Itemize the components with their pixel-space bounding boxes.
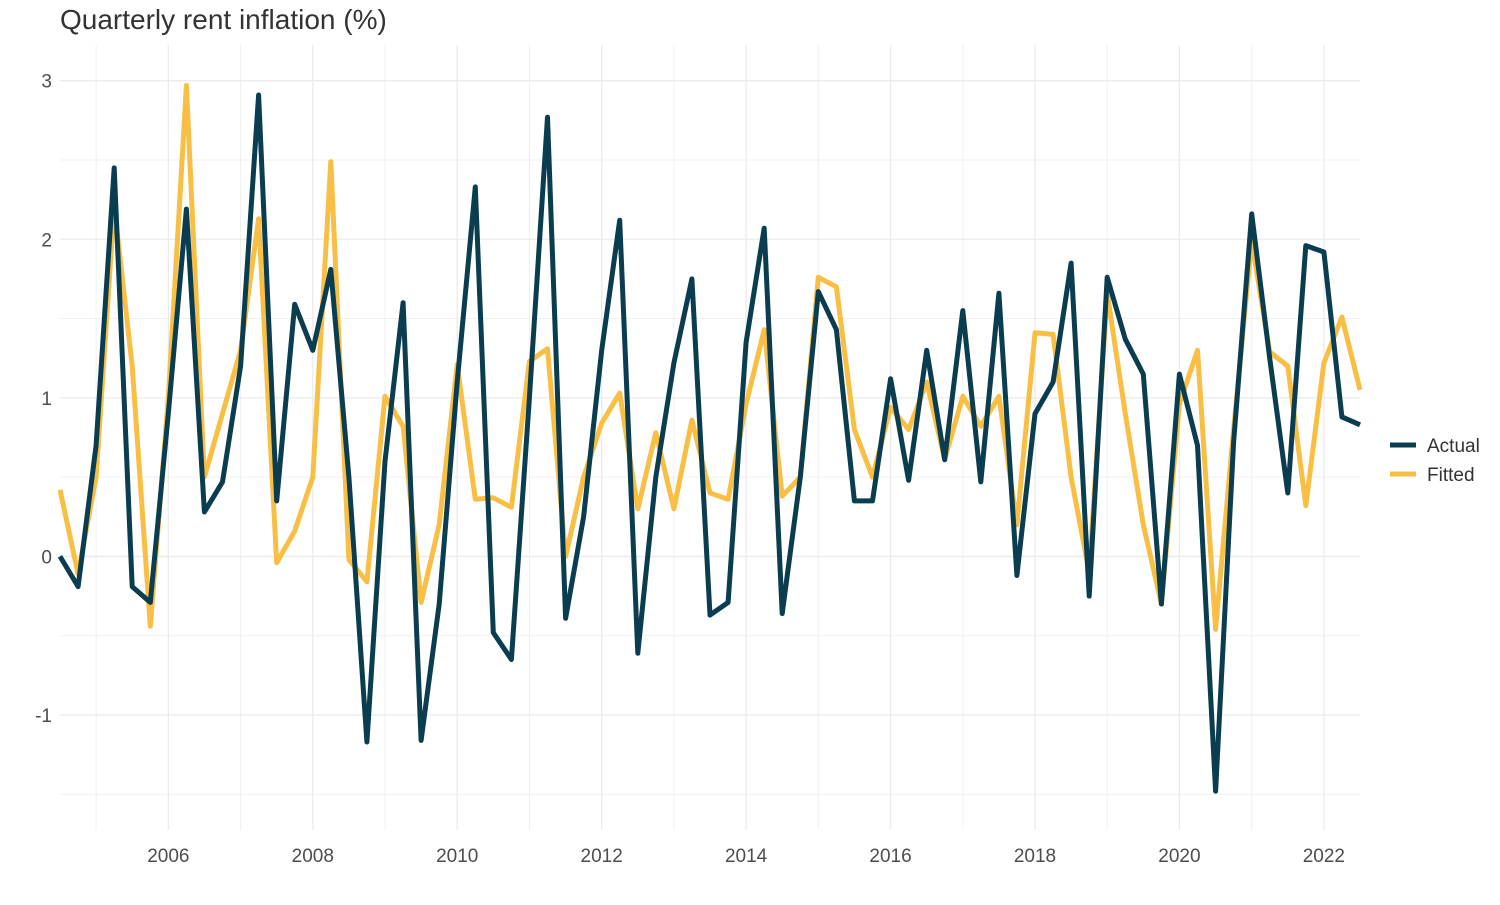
legend-label-actual: Actual xyxy=(1427,436,1480,457)
x-tick-label: 2014 xyxy=(725,846,768,867)
y-tick-label: 3 xyxy=(41,72,52,93)
grid-major xyxy=(60,45,1360,830)
y-axis-tick-labels: -1 0 1 2 3 xyxy=(35,72,52,727)
x-tick-label: 2022 xyxy=(1303,846,1345,867)
x-tick-label: 2016 xyxy=(869,846,911,867)
x-tick-label: 2020 xyxy=(1158,846,1200,867)
x-axis-tick-labels: 2006 2008 2010 2012 2014 2016 2018 2020 2022 xyxy=(147,846,1345,867)
y-tick-label: -1 xyxy=(35,706,52,727)
x-tick-label: 2018 xyxy=(1014,846,1056,867)
series-lines xyxy=(57,82,1363,794)
series-line-actual xyxy=(57,92,1362,794)
x-tick-label: 2008 xyxy=(292,846,334,867)
chart-title: Quarterly rent inflation (%) xyxy=(60,4,387,35)
x-tick-label: 2012 xyxy=(581,846,623,867)
legend: Actual Fitted xyxy=(1390,436,1480,486)
y-tick-label: 0 xyxy=(41,547,52,568)
legend-label-fitted: Fitted xyxy=(1427,465,1475,486)
y-tick-label: 1 xyxy=(41,389,52,410)
series-line-fitted xyxy=(57,82,1363,632)
x-tick-label: 2006 xyxy=(147,846,189,867)
y-tick-label: 2 xyxy=(41,230,52,251)
x-tick-label: 2010 xyxy=(436,846,478,867)
